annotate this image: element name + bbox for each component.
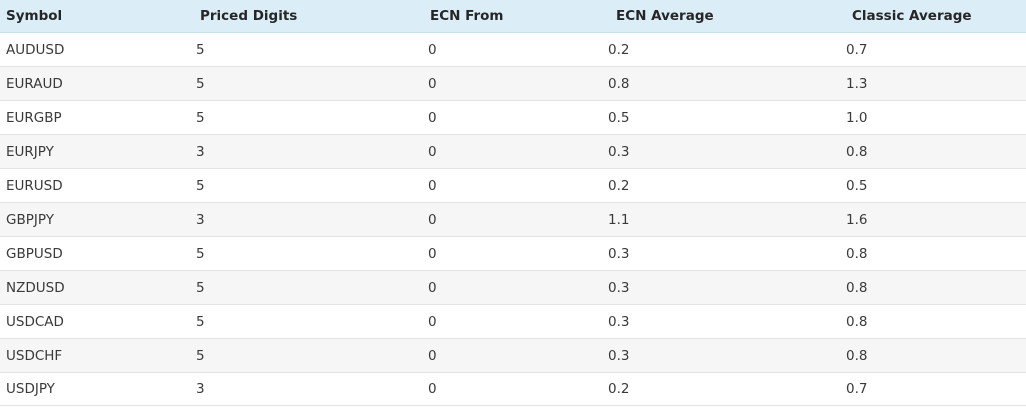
cell-symbol: USDJPY	[0, 372, 192, 406]
cell-ecn-average: 0.3	[604, 236, 837, 271]
cell-classic-average: 0.8	[837, 236, 1026, 271]
cell-priced-digits: 5	[192, 338, 422, 373]
cell-ecn-from: 0	[422, 236, 604, 271]
cell-classic-average: 1.6	[837, 202, 1026, 237]
cell-priced-digits: 5	[192, 304, 422, 339]
column-header-ecn-from: ECN From	[422, 0, 604, 33]
cell-symbol: EURUSD	[0, 168, 192, 203]
cell-ecn-average: 0.2	[604, 32, 837, 67]
table-row: USDJPY 3 0 0.2 0.7	[0, 372, 1026, 406]
cell-symbol: GBPJPY	[0, 202, 192, 237]
cell-ecn-from: 0	[422, 338, 604, 373]
cell-priced-digits: 3	[192, 372, 422, 406]
table-row: EURJPY 3 0 0.3 0.8	[0, 134, 1026, 169]
column-header-priced-digits: Priced Digits	[192, 0, 422, 33]
cell-symbol: GBPUSD	[0, 236, 192, 271]
cell-ecn-from: 0	[422, 372, 604, 406]
cell-ecn-average: 0.3	[604, 304, 837, 339]
cell-ecn-from: 0	[422, 100, 604, 135]
cell-priced-digits: 5	[192, 66, 422, 101]
cell-ecn-from: 0	[422, 134, 604, 169]
table-row: EURGBP 5 0 0.5 1.0	[0, 100, 1026, 135]
cell-classic-average: 1.0	[837, 100, 1026, 135]
cell-ecn-average: 0.5	[604, 100, 837, 135]
cell-classic-average: 0.5	[837, 168, 1026, 203]
cell-ecn-from: 0	[422, 270, 604, 305]
table-row: GBPJPY 3 0 1.1 1.6	[0, 202, 1026, 237]
table-body: AUDUSD 5 0 0.2 0.7 EURAUD 5 0 0.8 1.3 EURGBP 5 0 0.5 1…	[0, 32, 1026, 406]
cell-classic-average: 0.8	[837, 134, 1026, 169]
cell-classic-average: 0.8	[837, 304, 1026, 339]
table-row: USDCAD 5 0 0.3 0.8	[0, 304, 1026, 339]
cell-symbol: USDCHF	[0, 338, 192, 373]
cell-ecn-average: 0.8	[604, 66, 837, 101]
cell-symbol: NZDUSD	[0, 270, 192, 305]
cell-symbol: EURAUD	[0, 66, 192, 101]
cell-symbol: AUDUSD	[0, 32, 192, 67]
table-row: USDCHF 5 0 0.3 0.8	[0, 338, 1026, 373]
cell-symbol: USDCAD	[0, 304, 192, 339]
table-header-row: Symbol Priced Digits ECN From ECN Averag…	[0, 0, 1026, 33]
cell-priced-digits: 5	[192, 236, 422, 271]
cell-ecn-from: 0	[422, 168, 604, 203]
cell-classic-average: 1.3	[837, 66, 1026, 101]
table-row: EURUSD 5 0 0.2 0.5	[0, 168, 1026, 203]
cell-priced-digits: 3	[192, 202, 422, 237]
cell-priced-digits: 3	[192, 134, 422, 169]
cell-ecn-average: 0.2	[604, 168, 837, 203]
cell-priced-digits: 5	[192, 32, 422, 67]
table-row: NZDUSD 5 0 0.3 0.8	[0, 270, 1026, 305]
cell-classic-average: 0.8	[837, 270, 1026, 305]
cell-ecn-average: 0.3	[604, 134, 837, 169]
table-row: EURAUD 5 0 0.8 1.3	[0, 66, 1026, 101]
cell-ecn-average: 0.3	[604, 270, 837, 305]
cell-priced-digits: 5	[192, 100, 422, 135]
cell-ecn-from: 0	[422, 66, 604, 101]
cell-classic-average: 0.8	[837, 338, 1026, 373]
cell-ecn-average: 0.2	[604, 372, 837, 406]
cell-symbol: EURJPY	[0, 134, 192, 169]
table-row: GBPUSD 5 0 0.3 0.8	[0, 236, 1026, 271]
cell-priced-digits: 5	[192, 168, 422, 203]
cell-classic-average: 0.7	[837, 372, 1026, 406]
cell-ecn-average: 0.3	[604, 338, 837, 373]
column-header-classic-average: Classic Average	[837, 0, 1026, 33]
column-header-symbol: Symbol	[0, 0, 192, 33]
cell-ecn-from: 0	[422, 304, 604, 339]
column-header-ecn-average: ECN Average	[604, 0, 837, 33]
cell-ecn-from: 0	[422, 202, 604, 237]
table-row: AUDUSD 5 0 0.2 0.7	[0, 32, 1026, 67]
cell-ecn-from: 0	[422, 32, 604, 67]
cell-symbol: EURGBP	[0, 100, 192, 135]
cell-ecn-average: 1.1	[604, 202, 837, 237]
cell-priced-digits: 5	[192, 270, 422, 305]
cell-classic-average: 0.7	[837, 32, 1026, 67]
